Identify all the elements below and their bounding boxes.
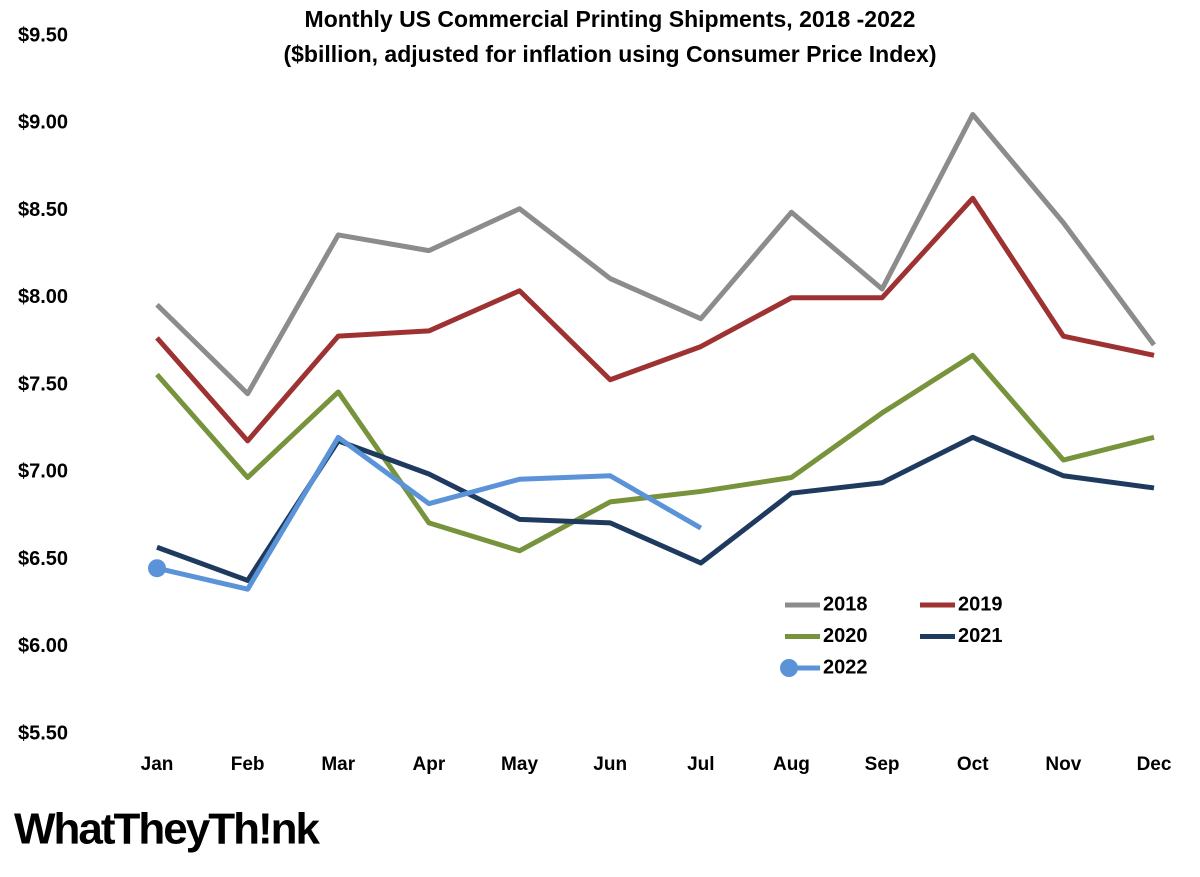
- y-tick-label: $7.50: [18, 373, 68, 395]
- series-marker: [148, 559, 166, 578]
- series-line: [155, 195, 1155, 444]
- chart-subtitle: ($billion, adjusted for inflation using …: [283, 41, 936, 67]
- x-tick-label: May: [501, 754, 538, 775]
- y-tick-label: $5.50: [18, 722, 68, 744]
- legend-label: 2022: [823, 656, 868, 678]
- x-tick-label: Oct: [957, 754, 989, 775]
- legend-label: 2020: [823, 625, 868, 647]
- y-tick-label: $6.00: [18, 635, 68, 657]
- x-tick-label: Sep: [865, 754, 900, 775]
- y-tick-label: $9.00: [18, 112, 68, 134]
- logo: WhatTheyTh!nk: [14, 805, 321, 854]
- y-tick-label: $9.50: [18, 24, 68, 46]
- series-line: [155, 352, 1155, 554]
- series-line: [156, 434, 703, 592]
- y-tick-label: $8.00: [18, 286, 68, 308]
- x-tick-label: Feb: [231, 754, 265, 775]
- y-tick-label: $8.50: [18, 199, 68, 221]
- legend-label: 2021: [958, 625, 1003, 647]
- series-line: [155, 112, 1157, 397]
- x-tick-label: Dec: [1137, 754, 1172, 775]
- x-tick-label: Jan: [141, 754, 174, 775]
- series-line: [156, 434, 1155, 583]
- x-tick-label: Apr: [413, 754, 446, 775]
- x-tick-label: Jul: [687, 754, 714, 775]
- chart-title: Monthly US Commercial Printing Shipments…: [305, 6, 916, 32]
- x-tick-label: Nov: [1045, 754, 1081, 775]
- x-tick-label: Aug: [773, 754, 810, 775]
- y-tick-label: $7.00: [18, 461, 68, 483]
- x-tick-label: Jun: [593, 754, 627, 775]
- legend-label: 2018: [823, 593, 868, 615]
- y-tick-label: $6.50: [18, 548, 68, 570]
- legend-marker: [780, 659, 798, 677]
- legend-label: 2019: [958, 593, 1003, 615]
- x-tick-label: Mar: [321, 754, 355, 775]
